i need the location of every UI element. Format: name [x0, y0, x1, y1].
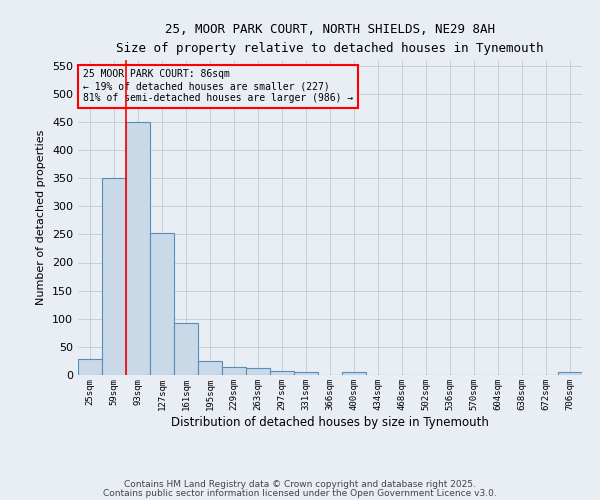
Bar	[150, 232, 174, 375]
Y-axis label: Number of detached properties: Number of detached properties	[37, 130, 46, 305]
Bar	[198, 361, 222, 375]
Bar	[270, 370, 294, 375]
Title: 25, MOOR PARK COURT, NORTH SHIELDS, NE29 8AH
Size of property relative to detach: 25, MOOR PARK COURT, NORTH SHIELDS, NE29…	[116, 22, 544, 54]
Bar	[294, 372, 318, 375]
Bar	[342, 372, 366, 375]
Text: 25 MOOR PARK COURT: 86sqm
← 19% of detached houses are smaller (227)
81% of semi: 25 MOOR PARK COURT: 86sqm ← 19% of detac…	[83, 70, 353, 102]
Bar	[174, 322, 198, 375]
Bar	[78, 359, 102, 375]
X-axis label: Distribution of detached houses by size in Tynemouth: Distribution of detached houses by size …	[171, 416, 489, 428]
Bar	[126, 122, 150, 375]
Text: Contains public sector information licensed under the Open Government Licence v3: Contains public sector information licen…	[103, 490, 497, 498]
Bar	[102, 178, 126, 375]
Bar	[246, 368, 270, 375]
Bar	[222, 366, 246, 375]
Bar	[558, 372, 582, 375]
Text: Contains HM Land Registry data © Crown copyright and database right 2025.: Contains HM Land Registry data © Crown c…	[124, 480, 476, 489]
